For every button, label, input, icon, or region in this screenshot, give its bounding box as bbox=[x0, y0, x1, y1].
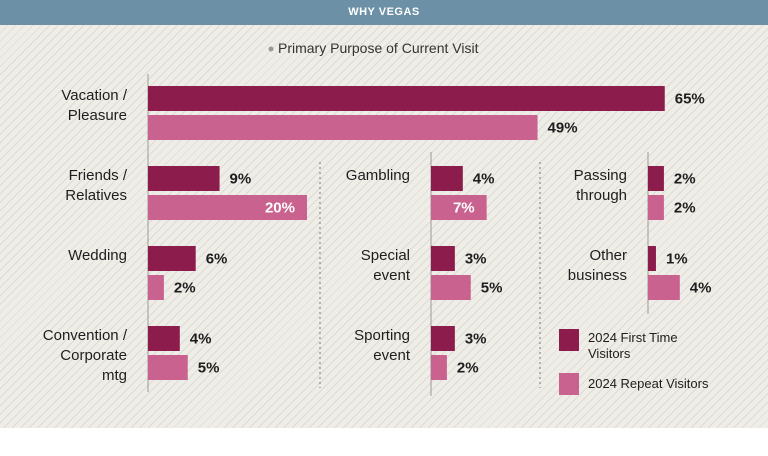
value-label: 2% bbox=[674, 170, 696, 187]
value-label: 7% bbox=[453, 199, 475, 216]
value-label: 6% bbox=[206, 250, 228, 267]
value-label: 9% bbox=[230, 170, 252, 187]
value-label: 1% bbox=[666, 250, 688, 267]
header-title: WHY VEGAS bbox=[0, 0, 768, 25]
bar bbox=[648, 166, 664, 191]
bar bbox=[648, 195, 664, 220]
value-label: 2% bbox=[174, 279, 196, 296]
bar bbox=[148, 246, 196, 271]
bar bbox=[148, 326, 180, 351]
subtitle: Primary Purpose of Current Visit bbox=[278, 40, 479, 56]
category-label: Passing through bbox=[573, 167, 627, 204]
category-label: Vacation / Pleasure bbox=[61, 87, 127, 124]
bar bbox=[431, 326, 455, 351]
bar bbox=[148, 355, 188, 380]
bar bbox=[148, 86, 665, 111]
category-label: Other business bbox=[567, 247, 627, 284]
bar bbox=[148, 195, 307, 220]
value-label: 4% bbox=[190, 330, 212, 347]
value-label: 4% bbox=[690, 279, 712, 296]
legend-swatch bbox=[559, 329, 579, 351]
bar bbox=[148, 115, 538, 140]
legend-label: 2024 Repeat Visitors bbox=[588, 376, 709, 391]
category-label: Wedding bbox=[68, 247, 127, 264]
value-label: 65% bbox=[675, 90, 705, 107]
bar bbox=[148, 166, 220, 191]
category-label: Sporting event bbox=[354, 327, 410, 364]
value-label: 2% bbox=[674, 199, 696, 216]
legend-label: 2024 First Time Visitors bbox=[588, 330, 678, 361]
bar bbox=[431, 166, 463, 191]
value-label: 5% bbox=[198, 359, 220, 376]
value-label: 3% bbox=[465, 330, 487, 347]
category-label: Friends / Relatives bbox=[65, 167, 127, 204]
category-label: Convention / Corporate mtg bbox=[42, 327, 127, 384]
value-label: 49% bbox=[548, 119, 578, 136]
bar bbox=[648, 275, 680, 300]
bar bbox=[431, 246, 455, 271]
value-label: 2% bbox=[457, 359, 479, 376]
category-label: Special event bbox=[360, 247, 410, 284]
subtitle-bullet bbox=[268, 46, 274, 52]
value-label: 3% bbox=[465, 250, 487, 267]
bar bbox=[431, 195, 487, 220]
category-label: Gambling bbox=[345, 167, 410, 184]
value-label: 4% bbox=[473, 170, 495, 187]
value-label: 20% bbox=[265, 199, 295, 216]
bar bbox=[431, 275, 471, 300]
bar bbox=[148, 275, 164, 300]
value-label: 5% bbox=[481, 279, 503, 296]
legend-swatch bbox=[559, 373, 579, 395]
bar bbox=[431, 355, 447, 380]
bar bbox=[648, 246, 656, 271]
